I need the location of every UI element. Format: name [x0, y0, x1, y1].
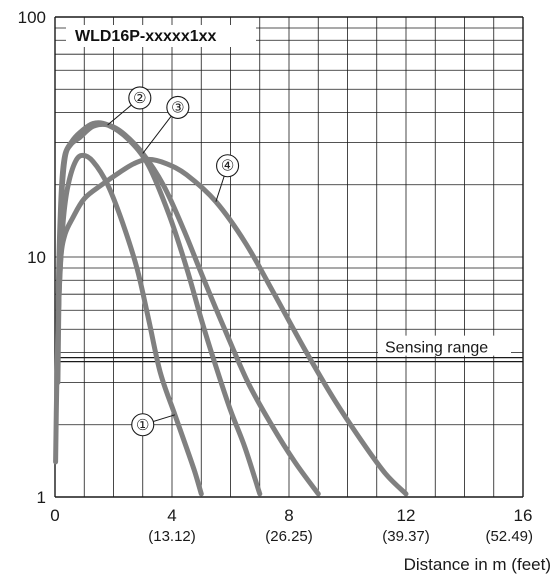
x-tick-sublabel: (13.12) — [148, 528, 196, 545]
series-label-3: ③ — [171, 99, 184, 116]
series-line-3 — [55, 121, 321, 497]
series-label-circle-1 — [131, 413, 155, 437]
x-tick-sublabel: (52.49) — [485, 528, 533, 545]
sensing-range-label-background — [378, 335, 511, 356]
y-tick-label: 10 — [27, 248, 46, 267]
x-tick-sublabel: (39.37) — [382, 528, 430, 545]
series-label-4: ④ — [221, 158, 234, 175]
x-tick-label: 8 — [284, 506, 293, 525]
y-tick-label: 1 — [37, 488, 46, 507]
sensing-range-line — [55, 356, 523, 363]
x-tick-label: 16 — [514, 506, 533, 525]
chart-title: WLD16P-xxxxx1xx — [75, 28, 217, 45]
curve-labels: ① ② ③ ④ — [107, 86, 240, 437]
series-label-1: ① — [136, 417, 149, 434]
chart-title-background — [66, 25, 256, 47]
x-tick-label: 12 — [397, 506, 416, 525]
series-label-circle-3 — [166, 95, 190, 119]
x-axis-label: Distance in m (feet) — [404, 555, 551, 574]
series-label-2: ② — [133, 90, 146, 107]
sensing-range-label: Sensing range — [385, 340, 488, 357]
x-tick-label: 4 — [167, 506, 176, 525]
series-label-circle-2 — [128, 86, 152, 110]
x-tick-sublabel: (26.25) — [265, 528, 313, 545]
curves — [53, 120, 409, 497]
series-line-4 — [56, 156, 409, 497]
axis-tick-labels: 1 10 100 0 4 (13.12) 8 (26.25) 12 (39.37) 16 (52.49… — [18, 8, 533, 545]
series-label-circle-4 — [216, 154, 240, 178]
grid — [54, 16, 524, 498]
x-tick-label: 0 — [50, 506, 59, 525]
y-tick-label: 100 — [18, 8, 46, 27]
